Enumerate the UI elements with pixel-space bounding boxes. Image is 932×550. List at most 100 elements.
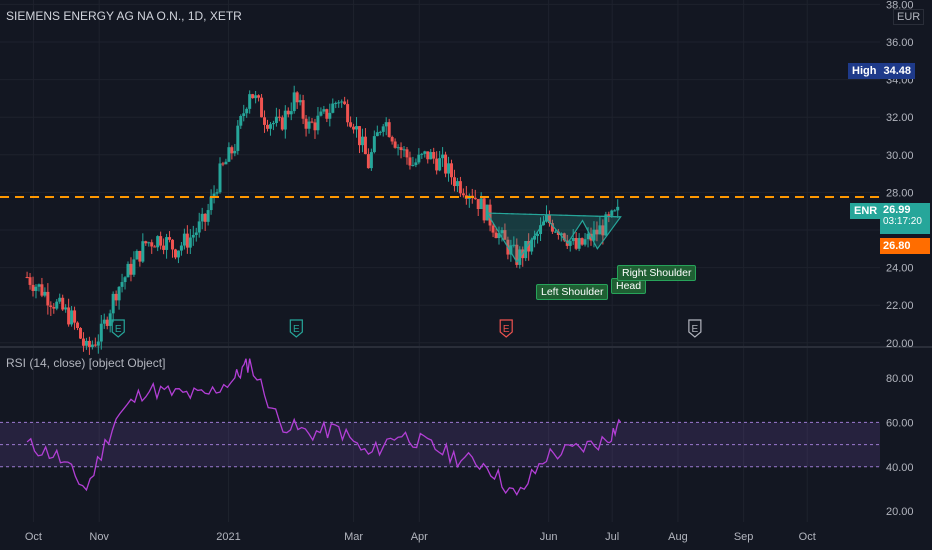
candle-body <box>283 110 287 130</box>
candle-body <box>613 210 617 212</box>
chart-title: SIEMENS ENERGY AG NA O.N., 1D, XETR <box>6 9 242 23</box>
time-tick: Apr <box>411 531 428 543</box>
candle-body <box>396 147 400 149</box>
candle-body <box>286 110 290 115</box>
rsi-tick: 80.00 <box>886 373 914 385</box>
rsi-tick: 40.00 <box>886 462 914 474</box>
candle-body <box>102 319 106 324</box>
rsi-pane <box>0 358 880 496</box>
head-label: Head <box>611 278 647 294</box>
earnings-icon <box>289 319 303 338</box>
time-tick: Jun <box>540 531 558 543</box>
last-price-tag: 26.99 03:17:20 <box>880 203 930 234</box>
candle-body <box>64 307 68 310</box>
candle-body <box>450 163 454 178</box>
candle-body <box>384 122 388 127</box>
candle-body <box>331 103 335 113</box>
candle-body <box>601 225 605 236</box>
candle-body <box>209 196 213 211</box>
candle-body <box>185 233 189 248</box>
candle-body <box>301 100 305 119</box>
candle-body <box>46 291 50 306</box>
candle-body <box>417 154 421 163</box>
candle-body <box>93 344 97 346</box>
time-tick: 2021 <box>216 531 240 543</box>
time-tick: Jul <box>605 531 619 543</box>
candle-body <box>381 126 385 132</box>
grid-lines <box>0 0 932 522</box>
candle-body <box>120 282 124 287</box>
candle-body <box>355 126 359 130</box>
candle-body <box>426 151 430 160</box>
candle-body <box>494 232 498 239</box>
candle-body <box>322 109 326 112</box>
candle-body <box>553 231 557 233</box>
candle-body <box>455 181 459 187</box>
candle-body <box>271 123 275 125</box>
candle-body <box>550 223 554 232</box>
candle-body <box>340 101 344 103</box>
candle-body <box>461 193 465 196</box>
candle-body <box>87 340 91 348</box>
countdown: 03:17:20 <box>883 216 922 227</box>
candle-body <box>586 233 590 240</box>
candle-body <box>25 277 29 278</box>
candle-body <box>153 246 157 248</box>
left-shoulder-label: Left Shoulder <box>536 284 609 300</box>
candle-body <box>447 163 451 174</box>
candle-body <box>179 245 183 251</box>
candle-body <box>604 214 608 236</box>
time-tick: Oct <box>25 531 42 543</box>
rsi-tick: 60.00 <box>886 417 914 429</box>
candle-body <box>509 245 513 255</box>
earnings-icon <box>688 319 702 338</box>
candle-body <box>105 319 109 326</box>
candle-body <box>257 95 261 98</box>
candle-body <box>432 152 436 159</box>
candle-body <box>28 277 32 285</box>
candle-body <box>452 177 456 187</box>
time-tick: Sep <box>734 531 754 543</box>
candle-body <box>55 301 59 309</box>
candle-body <box>40 284 44 296</box>
candle-body <box>568 241 572 246</box>
time-tick: Aug <box>668 531 688 543</box>
candle-body <box>488 204 492 226</box>
candle-body <box>49 305 53 308</box>
candle-body <box>476 199 480 209</box>
candle-body <box>616 206 620 211</box>
candle-body <box>375 132 379 137</box>
candle-body <box>61 297 65 310</box>
candle-body <box>292 92 296 112</box>
candle-body <box>346 104 350 123</box>
time-tick: Mar <box>344 531 363 543</box>
candle-body <box>343 101 347 105</box>
candle-body <box>574 238 578 249</box>
price-tick: 28.00 <box>886 187 914 199</box>
candle-body <box>536 233 540 236</box>
candle-body <box>191 234 195 238</box>
candle-body <box>479 198 483 209</box>
candle-body <box>182 233 186 246</box>
candle-body <box>357 126 361 146</box>
candle-body <box>108 313 112 326</box>
candle-body <box>316 115 320 131</box>
candle-body <box>70 310 74 325</box>
rsi-tick: 20.00 <box>886 506 914 518</box>
high-tag-label: High <box>852 65 877 77</box>
candle-body <box>595 229 599 235</box>
candle-body <box>212 193 216 197</box>
candle-body <box>114 293 118 301</box>
candle-body <box>503 230 507 240</box>
candle-body <box>387 122 391 137</box>
rsi-line <box>26 358 622 496</box>
candle-body <box>90 344 94 348</box>
candle-body <box>176 250 180 258</box>
candle-body <box>337 102 341 104</box>
candle-body <box>224 161 228 165</box>
time-tick: Nov <box>89 531 109 543</box>
candle-body <box>242 113 246 117</box>
candles <box>25 85 620 355</box>
candle-body <box>117 286 121 301</box>
